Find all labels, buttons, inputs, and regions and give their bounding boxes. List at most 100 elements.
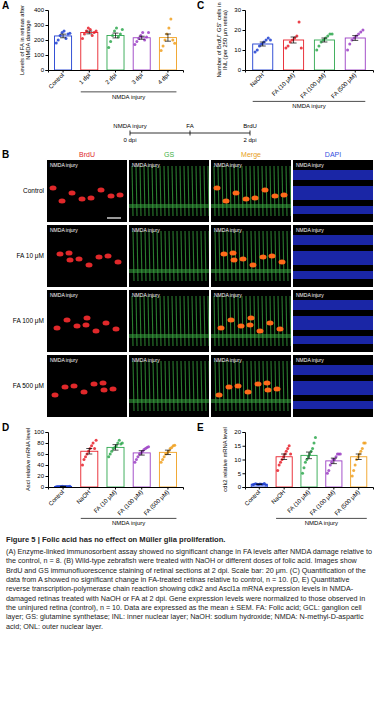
error-bar [331,458,337,464]
error-bar [60,486,66,487]
tick-mark [46,10,49,11]
point [288,444,291,447]
axis-line [246,488,374,490]
inset-label: NMDA injury [132,292,160,298]
tick: 0 [41,67,48,73]
point [135,40,138,43]
chart: A0100200300400Control1 dpi2 dpi3 dpi4 dp… [2,0,184,100]
tick: 20 [234,27,245,33]
fiber [227,231,228,281]
fiber [279,231,280,281]
tick-label: 0 [41,67,45,73]
tick-label: 20 [37,473,44,479]
point [93,447,96,450]
row-label: FA 100 μM [13,317,44,325]
fiber [226,166,227,216]
chart: D020406080100ControlNaOHFA (10 μM)FA (10… [2,422,184,526]
timeline-label: FA [186,123,193,129]
point [302,466,305,469]
point [173,444,176,447]
micrograph: NMDA injury [293,290,373,352]
image [47,355,127,417]
image-background [47,225,127,287]
tick-label: 300 [34,22,45,28]
image [129,160,209,222]
fiber [251,231,252,281]
fiber [197,231,198,281]
inset-label: NMDA injury [132,162,160,168]
cell [103,321,110,326]
fiber [164,296,165,346]
cell [274,387,281,392]
micrograph: NMDA injury [211,225,292,287]
cell [108,194,115,199]
point [141,31,144,34]
tick-mark [46,476,49,477]
cell [117,193,124,198]
timeline-label: NMDA injury [113,123,146,129]
cell [62,385,69,390]
point [351,475,354,478]
tick-label: 0 [238,67,242,73]
tick: FA (500 μM) [330,70,357,99]
tick: FA (10 μM) [286,487,311,514]
x-axis: ControlNaOHFA (10 μM)FA (100 μM)FA (500 … [244,487,374,516]
fiber [168,296,169,346]
error-bar [165,34,171,41]
inset-label: NMDA injury [214,292,242,298]
image-background [47,355,127,417]
fiber [287,231,288,281]
fiber [208,166,209,216]
tick: 3 dpi [130,70,143,85]
image-background [129,355,209,417]
tick-label: FA (500 μM) [330,72,357,99]
point [68,32,71,35]
caption-text: (A) Enzyme-linked immunosorbent assay sh… [6,547,374,631]
cell [74,324,81,329]
image [47,225,127,287]
point [361,29,364,32]
tick: 80 [37,440,48,446]
bar [81,451,98,487]
scale-bar [107,217,121,218]
point [160,461,163,464]
fiber [140,166,141,216]
tick-label: 20 [234,27,241,33]
point [301,472,304,475]
fiber [226,296,227,346]
fiber [250,296,251,346]
inset-label: NMDA injury [296,162,324,168]
point [95,439,98,442]
bar [107,36,124,71]
annotation: NMDA injury [112,520,145,526]
image-background [293,225,373,287]
fiber [137,361,138,411]
micrograph: NMDA injury [47,355,127,417]
fiber [218,296,219,346]
fiber [247,231,248,281]
tick-label: 200 [34,37,45,43]
image-background [129,225,209,287]
axis-line [46,11,49,71]
image [211,160,291,222]
fiber [262,296,263,346]
fiber [136,166,137,216]
point [352,469,355,472]
column-header: BrdU [79,151,95,158]
tick-label: FA (500 μM) [143,489,170,516]
bar [284,40,304,70]
band [293,251,373,265]
point [348,43,351,46]
tick-label: 0 [41,484,45,490]
tick-mark [115,487,116,490]
inset-label: NMDA injury [50,292,78,298]
cell [255,382,262,387]
cell [230,251,237,256]
band [293,206,373,214]
tick-mark [324,70,325,73]
fiber [133,231,134,281]
cell [235,384,242,389]
tick: 200 [34,37,48,43]
cell [231,258,238,263]
band [293,235,373,245]
